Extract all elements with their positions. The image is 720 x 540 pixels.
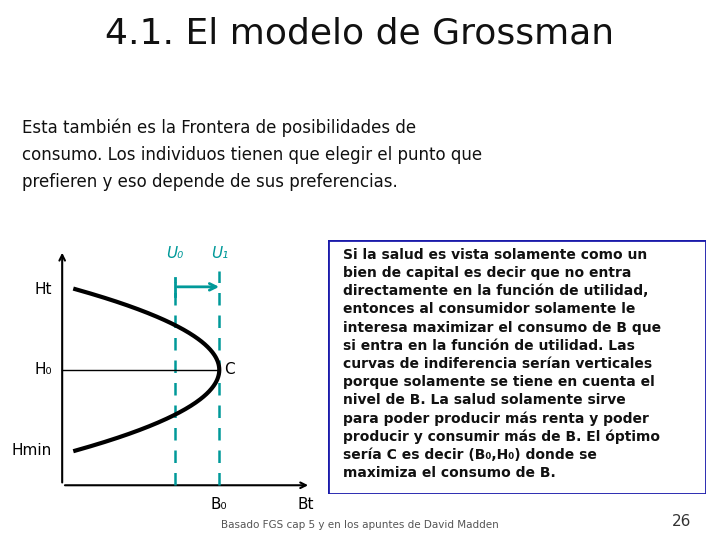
Text: Si la salud es vista solamente como un: Si la salud es vista solamente como un (343, 248, 647, 262)
Text: nivel de B. La salud solamente sirve: nivel de B. La salud solamente sirve (343, 393, 626, 407)
Text: Bt: Bt (297, 497, 314, 512)
Text: B₀: B₀ (211, 497, 228, 512)
Text: U₁: U₁ (211, 246, 228, 261)
Text: para poder producir más renta y poder: para poder producir más renta y poder (343, 411, 649, 426)
Text: interesa maximizar el consumo de B que: interesa maximizar el consumo de B que (343, 321, 661, 335)
FancyBboxPatch shape (328, 240, 706, 494)
Text: U₀: U₀ (166, 246, 184, 261)
Text: curvas de indiferencia serían verticales: curvas de indiferencia serían verticales (343, 357, 652, 371)
Text: producir y consumir más de B. El óptimo: producir y consumir más de B. El óptimo (343, 429, 660, 444)
Text: directamente en la función de utilidad,: directamente en la función de utilidad, (343, 284, 648, 298)
Text: entonces al consumidor solamente le: entonces al consumidor solamente le (343, 302, 635, 316)
Text: porque solamente se tiene en cuenta el: porque solamente se tiene en cuenta el (343, 375, 654, 389)
Text: si entra en la función de utilidad. Las: si entra en la función de utilidad. Las (343, 339, 634, 353)
Text: 4.1. El modelo de Grossman: 4.1. El modelo de Grossman (105, 16, 615, 50)
Text: maximiza el consumo de B.: maximiza el consumo de B. (343, 466, 555, 480)
Text: Basado FGS cap 5 y en los apuntes de David Madden: Basado FGS cap 5 y en los apuntes de Dav… (221, 520, 499, 530)
Text: Hmin: Hmin (12, 443, 52, 458)
Text: C: C (225, 362, 235, 377)
Text: Ht: Ht (35, 282, 52, 296)
Text: 26: 26 (672, 514, 691, 529)
Text: Esta también es la Frontera de posibilidades de: Esta también es la Frontera de posibilid… (22, 119, 415, 137)
Text: bien de capital es decir que no entra: bien de capital es decir que no entra (343, 266, 631, 280)
Text: sería C es decir (B₀,H₀) donde se: sería C es decir (B₀,H₀) donde se (343, 448, 597, 462)
Text: consumo. Los individuos tienen que elegir el punto que: consumo. Los individuos tienen que elegi… (22, 146, 482, 164)
Text: prefieren y eso depende de sus preferencias.: prefieren y eso depende de sus preferenc… (22, 173, 397, 191)
Text: H₀: H₀ (34, 362, 52, 377)
